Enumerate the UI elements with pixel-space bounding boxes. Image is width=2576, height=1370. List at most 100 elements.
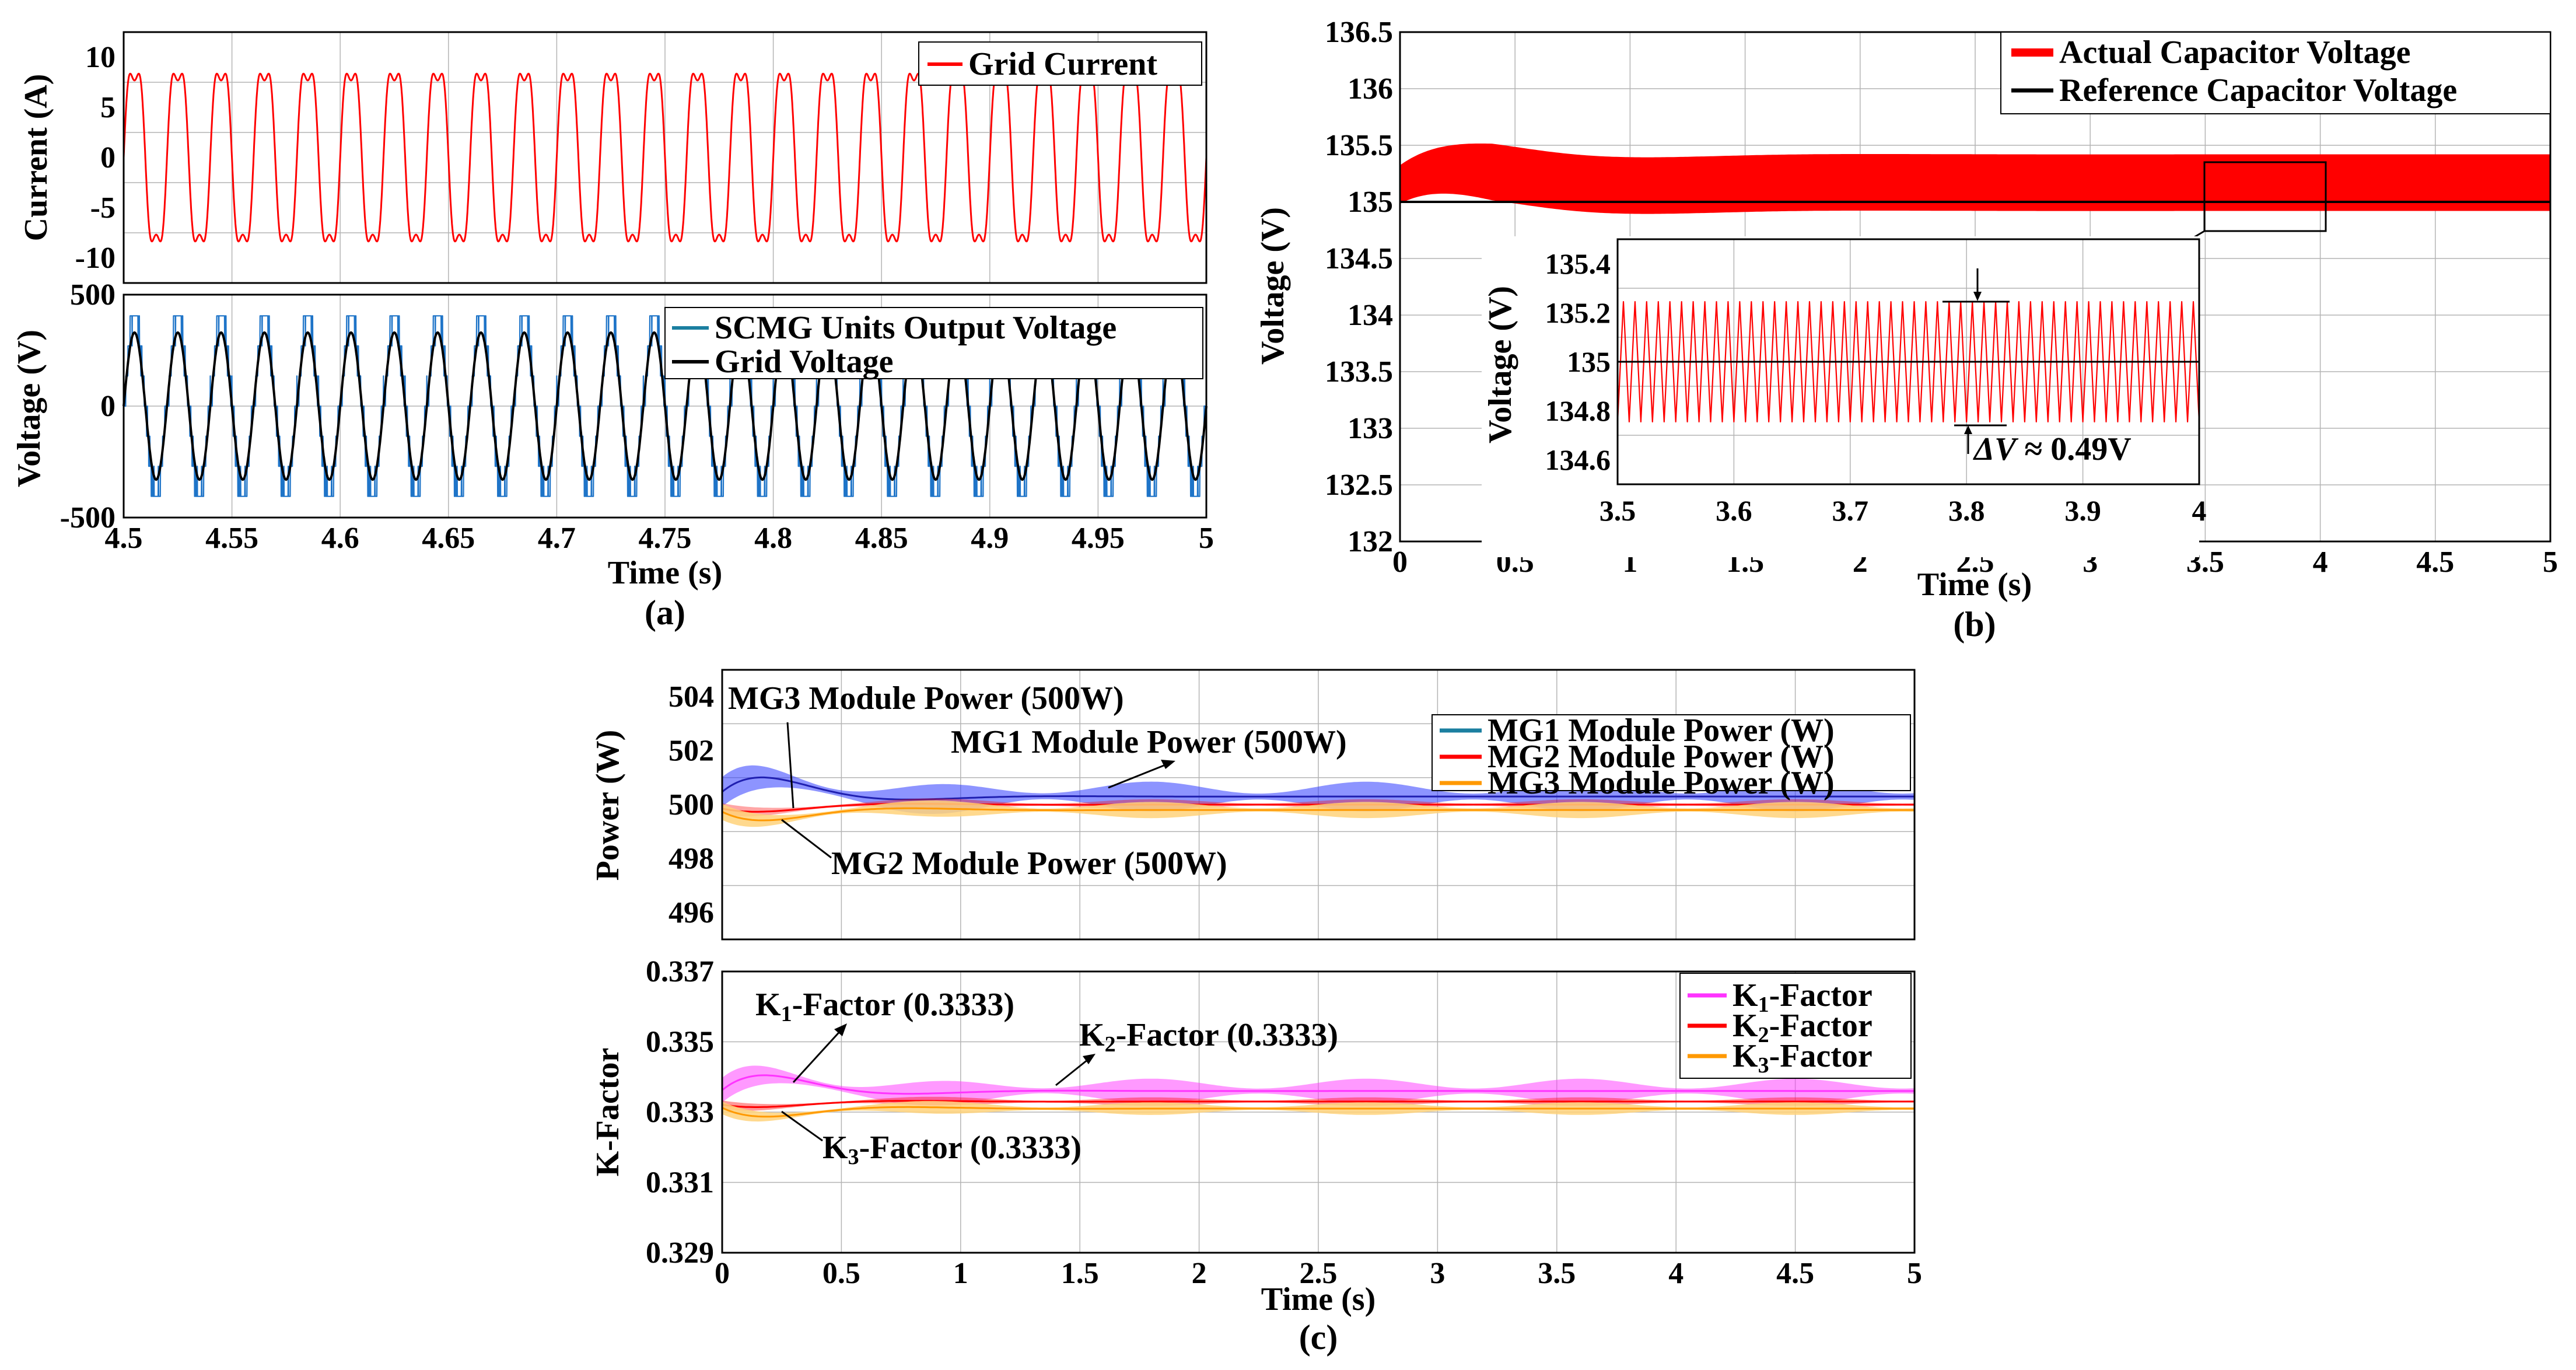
b-inset-bottom-arrow [1964, 425, 1972, 434]
xtick-c: 2.5 [1300, 1257, 1338, 1290]
c-kfactor-xticks: 0 0.5 1 1.5 2 2.5 3 3.5 4 4.5 5 [715, 1257, 1922, 1290]
xtick-a: 4.75 [639, 522, 692, 555]
ytick-c-kfactor: 0.333 [646, 1096, 714, 1129]
c-power-frame [721, 669, 1916, 941]
xtick-a: 5 [1199, 522, 1214, 555]
ann-mg3-power: MG3 Module Power (500W) [728, 680, 1124, 717]
ytick-b: 133 [1348, 412, 1393, 445]
a-current-frame [123, 31, 1208, 284]
ann-k2-arrow [1083, 1054, 1096, 1064]
xtick-a: 4.9 [971, 522, 1009, 555]
ann-k1-rest: -Factor (0.3333) [792, 987, 1015, 1023]
c-power-yticks: 504 502 500 498 496 [668, 680, 714, 929]
ann-mg1-line [1108, 762, 1170, 789]
xtick-c: 4.5 [1776, 1257, 1814, 1290]
a-voltage-ylabel: Voltage (V) [11, 330, 47, 487]
a-current-yticks: 10 5 0 -5 -10 [75, 41, 116, 275]
xtick-inset: 4 [2192, 494, 2207, 527]
b-inset-ylabel: Voltage (V) [1482, 286, 1518, 443]
a-voltage-xticks: 4.5 4.55 4.6 4.65 4.7 4.75 4.8 4.85 4.9 4.95 5 [105, 522, 1214, 555]
ytick-c-kfactor: 0.337 [646, 955, 714, 988]
xtick-b: 5 [2543, 546, 2558, 579]
ytick-c-kfactor: 0.331 [646, 1166, 714, 1200]
xtick-inset: 3.7 [1832, 494, 1869, 527]
ann-k1: K1-Factor (0.3333) [755, 987, 1014, 1026]
caption-a: (a) [645, 593, 685, 632]
b-legend: Actual Capacitor Voltage Reference Capac… [2000, 32, 2551, 114]
xtick-a: 4.95 [1072, 522, 1125, 555]
caption-c: (c) [1299, 1318, 1338, 1357]
series-k2-line [722, 1100, 1915, 1108]
series-k2-band [722, 1096, 1915, 1111]
ytick-c-kfactor: 0.335 [646, 1026, 714, 1059]
ann-mg1-power: MG1 Module Power (500W) [951, 724, 1347, 760]
c-kfactor-legend: K1-Factor K2-Factor K3-Factor [1679, 973, 1912, 1079]
c-xlabel: Time (s) [1261, 1281, 1376, 1317]
ytick-b: 133.5 [1325, 355, 1393, 389]
xtick-inset: 3.5 [1600, 494, 1636, 527]
b-inset-delta-annotation: ΔV ≈ 0.49V [1973, 431, 2132, 467]
xtick-a: 4.55 [205, 522, 258, 555]
ytick-b: 136.5 [1325, 16, 1393, 49]
ytick-a-current: 5 [100, 91, 116, 124]
xtick-a: 4.7 [538, 522, 576, 555]
xtick-a: 4.8 [754, 522, 792, 555]
b-inset-yticks: 135.4 135.2 135 134.8 134.6 [1545, 247, 1611, 476]
xtick-c: 3.5 [1538, 1257, 1576, 1290]
legend-k1: K1-Factor [1732, 977, 1873, 1017]
series-k3-band [722, 1100, 1915, 1122]
delta-v-symbol: ΔV [1973, 431, 2019, 467]
b-inset-frame [1616, 238, 2200, 485]
ytick-b: 135 [1348, 186, 1393, 219]
c-kfactor-plot [722, 1065, 1915, 1122]
ytick-inset: 135.4 [1545, 247, 1611, 280]
ytick-a-voltage: -500 [60, 501, 116, 534]
series-k1-band [722, 1065, 1915, 1106]
legend-k3-sub: 3 [1758, 1053, 1769, 1078]
ytick-b: 132 [1348, 525, 1393, 558]
legend-grid-voltage: Grid Voltage [715, 344, 893, 380]
panel-a-voltage: 500 0 -500 4.5 4.55 4.6 4.65 4.7 4.75 4.8 4.85 4.9… [11, 278, 1214, 632]
delta-v-value: ≈ 0.49V [2016, 431, 2131, 467]
ann-k2: K2-Factor (0.3333) [1079, 1017, 1338, 1057]
b-zoom-box [2203, 161, 2327, 232]
legend-scmg: SCMG Units Output Voltage [715, 310, 1116, 346]
ytick-c-power: 504 [668, 680, 714, 714]
ann-mg2-line [781, 819, 832, 859]
a-current-legend-box [918, 41, 1202, 86]
ytick-a-current: 10 [85, 41, 116, 74]
ytick-inset: 135.2 [1545, 296, 1611, 329]
ytick-a-current: 0 [100, 141, 116, 174]
a-xlabel: Time (s) [608, 555, 723, 591]
b-inset-xticks: 3.5 3.6 3.7 3.8 3.9 4 [1600, 494, 2207, 527]
ytick-b: 134 [1348, 299, 1393, 332]
legend-mg2: MG2 Module Power (W) [1488, 739, 1835, 775]
a-current-ylabel: Current (A) [18, 74, 54, 242]
ytick-a-current: -10 [75, 242, 116, 275]
xtick-inset: 3.8 [1948, 494, 1985, 527]
series-mg3-power-line [722, 807, 1915, 822]
ann-mg3-line [786, 722, 794, 809]
xtick-c: 1.5 [1061, 1257, 1099, 1290]
b-inset-top-arrow [1973, 292, 1982, 301]
ytick-c-power: 496 [668, 896, 714, 929]
a-voltage-frame [123, 293, 1208, 519]
ann-k3-rest: -Factor (0.3333) [859, 1130, 1082, 1166]
ann-k3: K3-Factor (0.3333) [822, 1130, 1082, 1169]
legend-k2-sub: 2 [1758, 1023, 1769, 1047]
b-xlabel: Time (s) [1917, 567, 2032, 603]
b-yticks: 136.5 136 135.5 135 134.5 134 133.5 133 132.5 132 [1325, 16, 1393, 558]
ytick-c-power: 500 [668, 788, 714, 822]
caption-b: (b) [1953, 605, 1996, 644]
a-voltage-legend: SCMG Units Output Voltage Grid Voltage [664, 307, 1203, 380]
panel-c-kfactor: 0.337 0.335 0.333 0.331 0.329 0 0.5 1 1.5 2 2.5 3 3… [590, 955, 1922, 1357]
b-plot [1400, 144, 2550, 214]
ytick-a-voltage: 0 [100, 390, 116, 423]
legend-k2-rest: -Factor [1769, 1008, 1873, 1044]
ann-mg2-power: MG2 Module Power (500W) [831, 845, 1227, 882]
b-legend-box [2000, 32, 2551, 114]
a-current-plot [123, 72, 1208, 243]
xtick-a: 4.6 [321, 522, 359, 555]
xtick-a: 4.5 [105, 522, 143, 555]
c-power-ylabel: Power (W) [590, 730, 626, 881]
